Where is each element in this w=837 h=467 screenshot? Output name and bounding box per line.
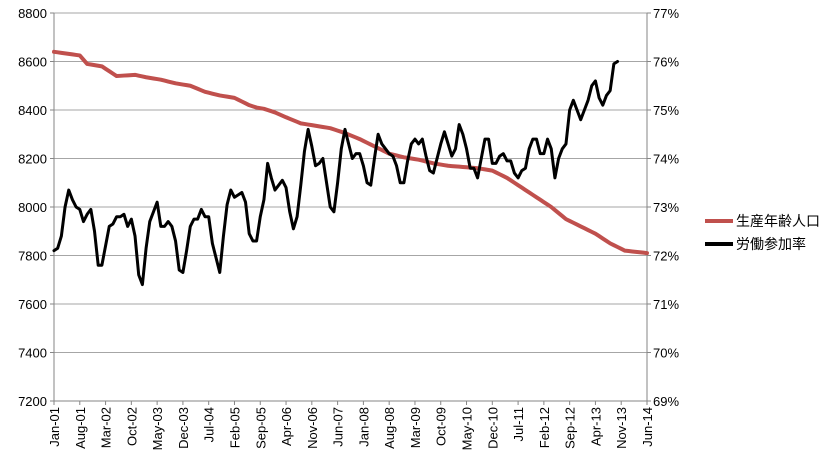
x-axis-tick-label: Oct-02	[124, 407, 139, 446]
x-axis-tick-label: Nov-06	[305, 407, 320, 449]
x-axis-tick-label: Feb-05	[227, 407, 242, 448]
x-axis-tick-label: Sep-12	[563, 407, 578, 449]
series-lines	[52, 49, 649, 287]
x-axis-tick-labels: Jan-01 Aug-01 Mar-02 Oct-02 May-03 Dec-03 Jul-…	[47, 407, 655, 450]
series-line-participation	[52, 60, 620, 287]
x-axis-tick-label: Jan-01	[47, 407, 62, 447]
right-axis-tick-label: 74%	[653, 152, 679, 167]
left-axis-tick-label: 7800	[18, 249, 47, 264]
x-axis-tick-label: Apr-06	[279, 407, 294, 446]
x-axis-tick-label: Sep-05	[253, 407, 268, 449]
right-axis-tick-label: 77%	[653, 6, 679, 21]
left-axis-tick-labels: 7200 7400 7600 7800 8000 8200 8400 8600 8800	[18, 6, 47, 409]
x-axis-tick-label: Dec-10	[485, 407, 500, 449]
gridlines	[54, 12, 647, 353]
legend: 生産年齢人口 労働参加率	[705, 214, 820, 253]
axes	[50, 12, 651, 405]
right-axis-tick-label: 76%	[653, 55, 679, 70]
right-axis-tick-labels: 69% 70% 71% 72% 73% 74% 75% 76% 77%	[653, 6, 679, 409]
x-axis-tick-label: Aug-01	[73, 407, 88, 449]
right-axis-tick-label: 70%	[653, 346, 679, 361]
left-axis-tick-label: 8600	[18, 55, 47, 70]
x-axis-tick-label: Mar-09	[408, 407, 423, 448]
right-axis-tick-label: 69%	[653, 394, 679, 409]
x-axis-tick-label: Jun-14	[640, 407, 655, 447]
left-axis-tick-label: 7200	[18, 394, 47, 409]
x-axis-tick-label: Jul-04	[202, 407, 217, 442]
left-axis-tick-label: 8000	[18, 200, 47, 215]
x-axis-tick-label: Mar-02	[99, 407, 114, 448]
x-axis-tick-label: Jul-11	[511, 407, 526, 441]
left-axis-tick-label: 8400	[18, 103, 47, 118]
x-axis-tick-label: Jan-08	[356, 407, 371, 447]
x-axis-tick-label: Aug-08	[382, 407, 397, 449]
right-axis-tick-label: 75%	[653, 103, 679, 118]
legend-item-population: 生産年齢人口	[705, 214, 820, 230]
legend-item-participation: 労働参加率	[705, 236, 806, 253]
legend-label-population: 生産年齢人口	[736, 214, 820, 230]
right-axis-tick-label: 73%	[653, 200, 679, 215]
right-axis-tick-label: 71%	[653, 297, 679, 312]
x-axis-tick-label: May-03	[150, 407, 165, 450]
x-axis-tick-label: Feb-12	[537, 407, 552, 448]
right-axis-tick-label: 72%	[653, 249, 679, 264]
x-axis-tick-label: Oct-09	[434, 407, 449, 446]
x-axis-tick-label: Dec-03	[176, 407, 191, 449]
left-axis-tick-label: 7600	[18, 297, 47, 312]
left-axis-tick-label: 7400	[18, 346, 47, 361]
x-axis-tick-label: Nov-13	[614, 407, 629, 449]
legend-label-participation: 労働参加率	[736, 236, 806, 253]
series-line-population	[52, 49, 649, 256]
left-axis-tick-label: 8200	[18, 152, 47, 167]
x-axis-tick-label: May-10	[460, 407, 475, 450]
x-axis-tick-label: Jun-07	[331, 407, 346, 447]
x-axis-tick-label: Apr-13	[588, 407, 603, 446]
left-axis-tick-label: 8800	[18, 6, 47, 21]
